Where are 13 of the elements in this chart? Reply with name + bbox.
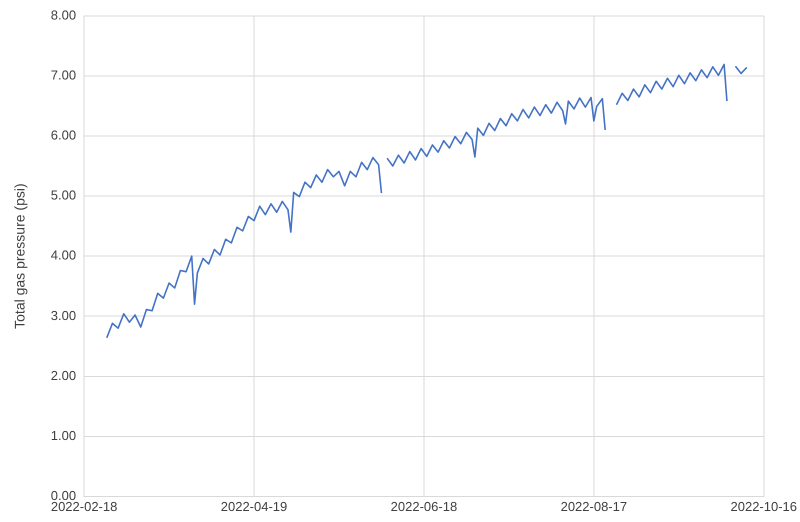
y-tick-label: 5.00	[50, 188, 76, 203]
x-tick-label: 2022-06-18	[390, 498, 458, 514]
y-tick-label: 7.00	[50, 67, 76, 82]
y-tick-label: 2.00	[50, 368, 76, 383]
y-tick-label: 6.00	[50, 128, 76, 143]
x-tick-label: 2022-10-16	[730, 498, 797, 514]
y-tick-label: 4.00	[50, 248, 76, 263]
x-tick-label: 2022-04-19	[220, 498, 288, 514]
y-tick-label: 3.00	[50, 308, 76, 323]
x-tick-label: 2022-08-17	[560, 498, 628, 514]
y-tick-label: 1.00	[50, 428, 76, 443]
y-tick-label: 8.00	[50, 7, 76, 22]
y-axis-title: Total gas pressure (psi)	[11, 183, 28, 329]
